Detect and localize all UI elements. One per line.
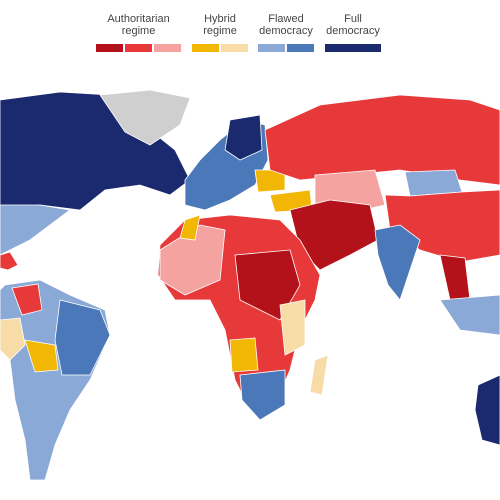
central-africa (234, 249, 301, 321)
legend-swatch (258, 44, 285, 52)
australia (474, 374, 500, 446)
mexico (0, 251, 19, 271)
russia (264, 94, 500, 186)
brazil (54, 299, 111, 376)
scandinavia (224, 114, 263, 161)
morocco (179, 214, 201, 241)
legend-label: democracy (326, 25, 380, 37)
angola (229, 337, 259, 373)
southern-africa (239, 369, 286, 421)
legend-swatch (325, 44, 381, 52)
legend-label: Full (344, 13, 362, 25)
legend-swatch (125, 44, 152, 52)
legend-swatch (154, 44, 181, 52)
venezuela (11, 283, 43, 316)
legend-swatch (96, 44, 123, 52)
legend-label: Hybrid (204, 13, 236, 25)
world-map (0, 89, 500, 481)
legend-swatch (287, 44, 314, 52)
bolivia (24, 339, 59, 373)
legend-label: democracy (259, 25, 313, 37)
legend-label: Flawed (268, 13, 303, 25)
peru (0, 317, 26, 361)
west-africa (159, 224, 226, 296)
legend-swatch (192, 44, 219, 52)
mongolia (404, 169, 463, 197)
legend-label: Authoritarian (107, 13, 169, 25)
southeast-asia (439, 294, 500, 336)
greenland (99, 89, 191, 146)
legend-label: regime (203, 25, 237, 37)
india (374, 224, 421, 301)
legend-label: regime (122, 25, 156, 37)
east-africa (279, 299, 306, 356)
madagascar (309, 354, 329, 396)
legend: AuthoritarianregimeHybridregimeFlaweddem… (96, 13, 381, 52)
legend-swatch (221, 44, 248, 52)
